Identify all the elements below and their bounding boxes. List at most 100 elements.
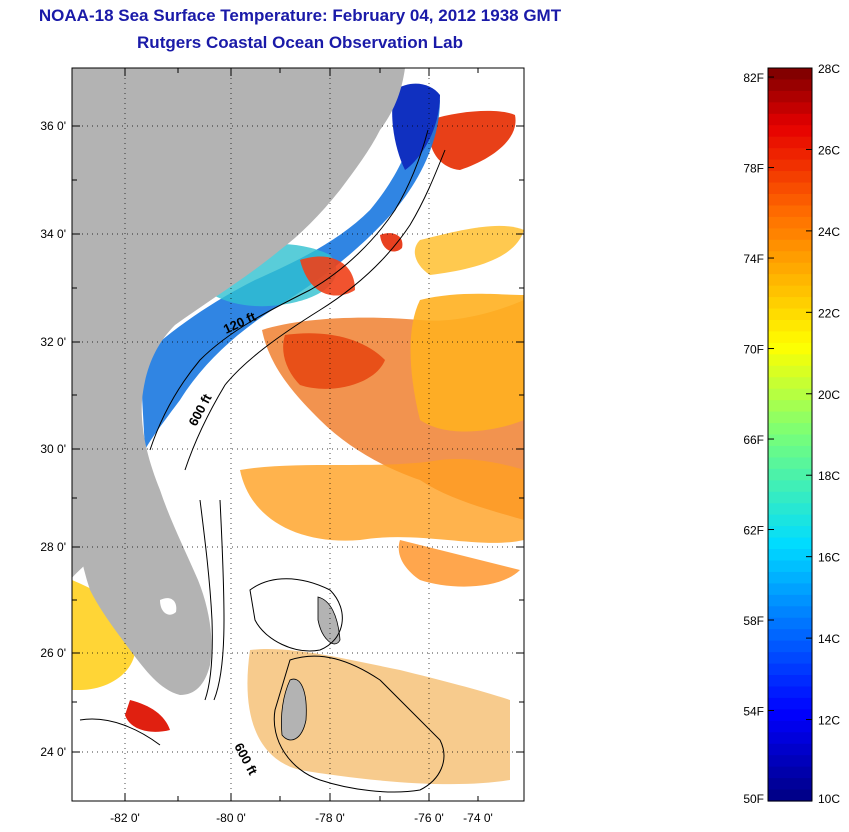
lon-label-76: -76 0' <box>414 811 444 825</box>
colorbar-band <box>768 720 812 733</box>
colorbar-label-f: 54F <box>743 705 764 719</box>
lon-label-82: -82 0' <box>110 811 140 825</box>
colorbar-band <box>768 629 812 642</box>
colorbar-frame <box>767 67 813 802</box>
colorbar-band <box>768 136 812 149</box>
lat-label-36: 36 0' <box>40 119 66 133</box>
colorbar-label-c: 12C <box>818 714 840 728</box>
colorbar-band <box>768 193 812 207</box>
colorbar-band <box>768 377 812 390</box>
colorbar-band <box>768 468 812 481</box>
map-title: NOAA-18 Sea Surface Temperature: Februar… <box>38 6 562 25</box>
lat-label-30: 30 0' <box>40 442 66 456</box>
lat-label-34: 34 0' <box>40 227 66 241</box>
colorbar-band <box>768 503 812 516</box>
sst-warm-patches <box>72 110 524 785</box>
colorbar-band <box>768 342 812 355</box>
graticule-grid <box>72 68 524 801</box>
colorbar-band <box>768 594 812 607</box>
colorbar-label-c: 16C <box>818 551 840 565</box>
colorbar-band <box>768 411 812 424</box>
colorbar-band <box>768 251 812 264</box>
colorbar-label-f: 82F <box>743 71 764 85</box>
colorbar-band <box>768 274 812 287</box>
bathymetry-contours <box>79 129 446 793</box>
colorbar-band <box>768 216 812 229</box>
colorbar-bands <box>768 68 812 802</box>
colorbar-band <box>768 365 812 378</box>
colorbar-label-c: 20C <box>818 388 840 402</box>
colorbar-label-f: 58F <box>743 614 764 628</box>
colorbar-band <box>768 125 812 138</box>
colorbar-label-f: 66F <box>743 433 764 447</box>
colorbar-band <box>768 171 812 184</box>
map-frame <box>71 67 525 802</box>
colorbar-band <box>768 400 812 413</box>
colorbar-band <box>768 388 812 401</box>
colorbar-band <box>768 319 812 333</box>
colorbar-ticks: 28C 26C 24C 22C 20C 18C 16C 14C 12C 10C 82F 78F 74F 7… <box>743 62 840 806</box>
colorbar-band <box>768 526 812 539</box>
colorbar-band <box>768 686 812 699</box>
colorbar-band <box>768 285 812 298</box>
colorbar-band <box>768 90 812 103</box>
colorbar-band <box>768 549 812 562</box>
lat-label-24: 24 0' <box>40 745 66 759</box>
colorbar-band <box>768 652 812 665</box>
colorbar-band <box>768 640 812 653</box>
lat-label-28: 28 0' <box>40 540 66 554</box>
colorbar-band <box>768 148 812 161</box>
colorbar-band <box>768 228 812 241</box>
colorbar-band <box>768 617 812 630</box>
colorbar-label-f: 78F <box>743 162 764 176</box>
colorbar-band <box>768 560 812 573</box>
colorbar-label-c: 22C <box>818 306 840 320</box>
colorbar-label-f: 62F <box>743 524 764 538</box>
colorbar-band <box>768 297 812 310</box>
colorbar-label-c: 14C <box>818 632 840 646</box>
colorbar-label-c: 18C <box>818 469 840 483</box>
lon-label-74: -74 0' <box>463 811 493 825</box>
colorbar-label-c: 26C <box>818 143 840 157</box>
lon-label-78: -78 0' <box>315 811 345 825</box>
lon-label-80: -80 0' <box>216 811 246 825</box>
lon-ticks <box>124 68 479 801</box>
lat-label-26: 26 0' <box>40 646 66 660</box>
colorbar-band <box>768 583 812 596</box>
colorbar-band <box>768 159 812 172</box>
colorbar-band <box>768 445 812 459</box>
colorbar-band <box>768 102 812 115</box>
colorbar-band <box>768 571 812 584</box>
colorbar-band <box>768 239 812 252</box>
colorbar-band <box>768 537 812 550</box>
colorbar-label-c: 28C <box>818 62 840 76</box>
colorbar-band <box>768 331 812 344</box>
colorbar-label-f: 70F <box>743 343 764 357</box>
colorbar-band <box>768 434 812 447</box>
colorbar-label-f: 50F <box>743 792 764 806</box>
colorbar-band <box>768 308 812 321</box>
colorbar-band <box>768 68 812 81</box>
colorbar: 28C 26C 24C 22C 20C 18C 16C 14C 12C 10C 82F 78F 74F 7… <box>743 62 840 806</box>
colorbar-band <box>768 113 812 126</box>
colorbar-band <box>768 778 812 791</box>
colorbar-label-c: 10C <box>818 792 840 806</box>
colorbar-band <box>768 480 812 493</box>
colorbar-band <box>768 354 812 367</box>
colorbar-band <box>768 205 812 218</box>
colorbar-band <box>768 606 812 619</box>
colorbar-band <box>768 663 812 676</box>
colorbar-band <box>768 732 812 745</box>
colorbar-band <box>768 697 812 710</box>
colorbar-band <box>768 423 812 436</box>
colorbar-band <box>768 79 812 92</box>
lat-label-32: 32 0' <box>40 335 66 349</box>
colorbar-label-c: 24C <box>818 225 840 239</box>
colorbar-band <box>768 262 812 275</box>
colorbar-band <box>768 743 812 756</box>
colorbar-band <box>768 766 812 779</box>
colorbar-band <box>768 457 812 470</box>
colorbar-band <box>768 755 812 768</box>
colorbar-band <box>768 709 812 722</box>
